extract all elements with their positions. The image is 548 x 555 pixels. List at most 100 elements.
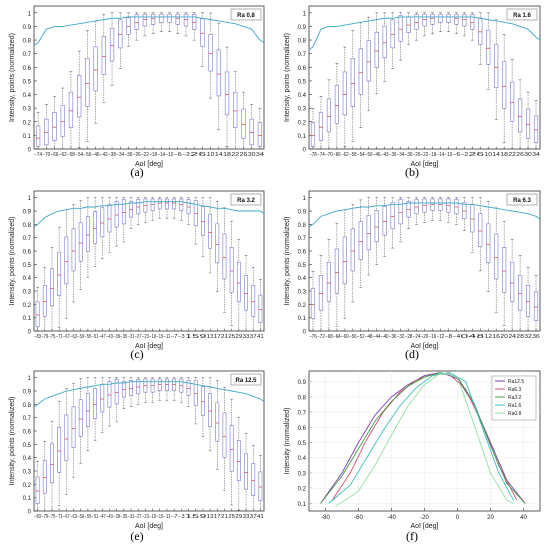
box-body [216,49,221,97]
legend: Ra 3.2 [230,193,262,206]
x-tick-label: −2 [182,152,190,158]
box-item [502,34,507,144]
box-body [406,16,411,33]
x-tick-label: −74 [34,152,42,158]
box-body [64,236,69,285]
box-body [233,91,238,128]
box-item [494,19,499,120]
x-tick-label: −55 [84,514,91,520]
plot-frame [33,190,265,332]
box-body [533,291,539,321]
box-body [200,386,205,416]
box-item [229,220,234,326]
x-tick-label: -20 [420,515,429,521]
x-tick-label: −22 [421,152,429,158]
x-tick-label: −75 [49,514,56,520]
box-body [374,210,379,243]
x-tick-label: 10 [207,152,215,158]
x-tick-label: 1 [185,334,192,340]
box-item [258,455,263,512]
box-body [114,379,119,405]
x-axis-label: AoI [deg] [135,523,163,530]
box-body [215,223,220,264]
box-item [118,12,123,69]
box-item [382,197,387,257]
box-body [35,125,41,147]
panel-letter: (c) [130,347,143,361]
x-tick-label: −10 [166,152,174,158]
y-tick-label: 0.4 [23,93,32,99]
y-tick-label: 1 [28,376,32,382]
y-tick-label: 0 [28,148,32,154]
box-item [57,400,62,506]
box-body [60,105,65,137]
x-tick-label: 28 [516,334,524,340]
y-axis-label: Intensity (normalized) [284,408,291,475]
box-item [143,197,148,223]
x-tick-label: −35 [120,514,127,520]
x-tick-label: −58 [349,152,357,158]
box-item [342,209,347,319]
x-tick-label: 21 [221,334,228,340]
x-tick-label: −23 [142,514,149,520]
box-item [157,377,162,401]
box-item [318,255,324,332]
box-item [107,377,112,427]
box-item [193,377,198,425]
box-item [44,104,49,150]
y-tick-label: 0.9 [298,25,307,31]
box-body [35,301,40,328]
box-body [71,228,76,272]
envelope-line [33,16,265,46]
x-tick-label: −31 [128,514,135,520]
box-item [175,12,180,35]
box-body [208,214,213,249]
box-body [517,275,523,311]
y-tick-label: 0.2 [23,483,32,489]
box-item [142,12,148,37]
x-tick-label: −3 [178,334,185,340]
box-item [334,222,339,327]
box-body [470,204,475,233]
box-item [126,12,131,47]
x-tick-label: 10 [484,152,492,158]
x-tick-label: −20 [421,334,429,340]
y-tick-label: 0.2 [298,487,307,493]
box-item [64,209,69,319]
y-tick-label: 0.9 [298,380,307,386]
y-tick-label: 0.1 [23,316,32,322]
box-body [342,71,347,116]
x-tick-label: 37 [250,334,257,340]
box-item [318,95,324,150]
x-tick-label: −54 [75,152,83,158]
box-item [78,200,83,290]
x-tick-label: −66 [333,152,341,158]
x-tick-label: 5 [192,334,199,340]
x-tick-label: −78 [309,152,317,158]
box-body [85,58,90,107]
box-item [165,197,169,219]
x-axis-label: AoI [deg] [410,161,438,168]
series-line-Ra0-8 [335,372,514,507]
box-item [390,197,395,249]
box-body [165,198,169,210]
box-item [406,197,411,229]
box-item [486,200,491,292]
legend-box [230,193,262,206]
box-body [129,201,133,218]
box-body [244,275,248,311]
box-item [470,197,475,253]
box-item [85,197,90,278]
panel-c: 0 0.1 0.2 0.3 0.4 0.5 0.6 0.7 0.8 0.9 1 Intensity, … [9,190,265,361]
x-tick-label: 37 [250,514,257,520]
y-axis-label: Intensity, points (normalized) [9,217,16,306]
x-tick-label: −59 [77,334,84,340]
box-item [462,197,467,231]
envelope-line [308,202,541,228]
box-item [374,12,379,95]
box-item [233,71,238,150]
x-tick-label: −30 [405,152,413,158]
y-tick-label: 0.1 [298,134,307,140]
x-tick-label: 17 [214,514,221,520]
